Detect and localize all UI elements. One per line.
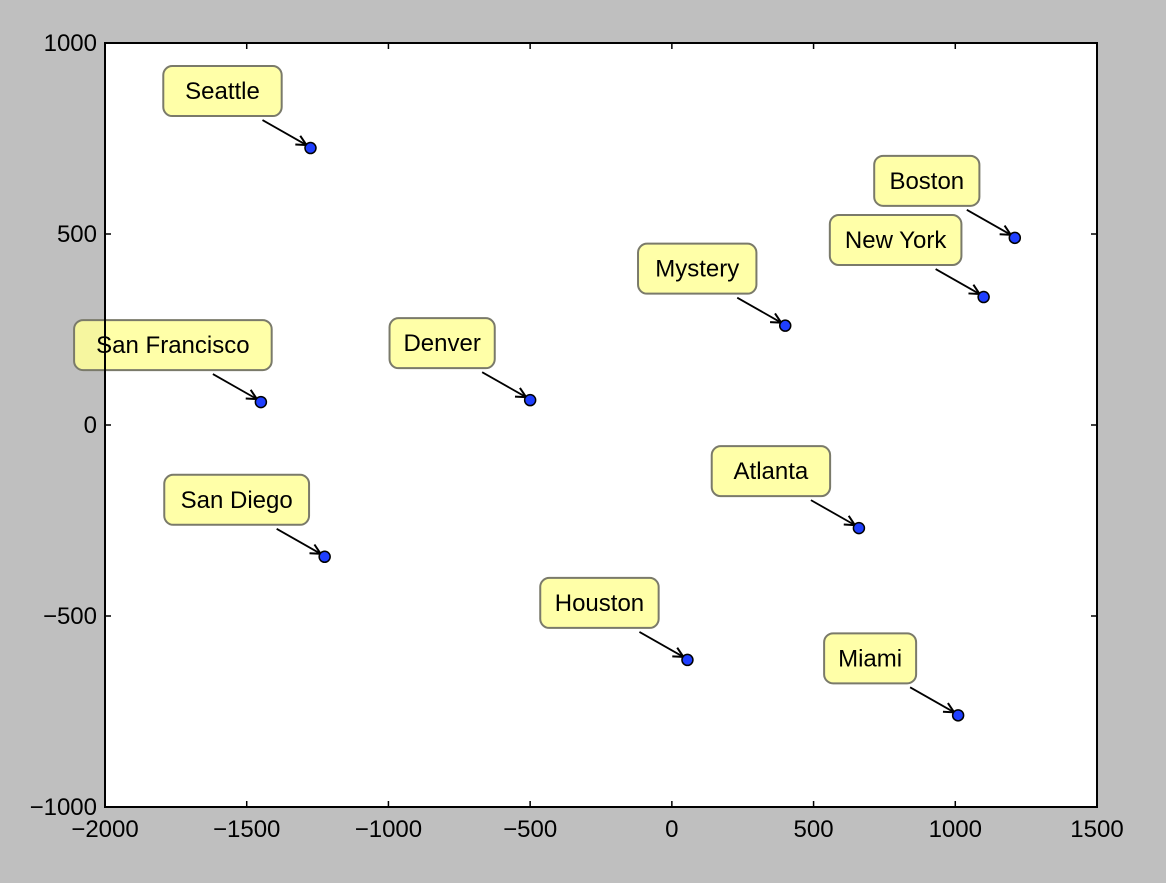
- y-tick-label: −500: [43, 603, 97, 630]
- label-box: [828, 214, 963, 267]
- x-tick-label: −1500: [213, 816, 280, 843]
- annotation-arrow: [481, 371, 526, 397]
- label-box: [710, 445, 832, 498]
- y-tick-label: 500: [57, 221, 97, 248]
- point-label: Miami: [838, 645, 902, 672]
- label-box: [823, 632, 918, 685]
- label-box: [73, 319, 273, 372]
- data-point: [852, 521, 866, 535]
- point-annotation: Houston: [539, 576, 694, 667]
- point-label: Denver: [403, 330, 480, 357]
- annotation-arrow: [966, 209, 1011, 235]
- point-annotation: Mystery: [637, 242, 792, 332]
- point-label: Atlanta: [734, 458, 809, 485]
- point-annotation: San Diego: [163, 473, 331, 564]
- point-annotation: Boston: [873, 154, 1022, 245]
- annotation-arrow: [935, 268, 980, 294]
- y-tick-label: 1000: [44, 30, 97, 57]
- data-point: [254, 395, 268, 409]
- point-label: Mystery: [655, 256, 739, 283]
- x-tick-label: 1000: [929, 816, 982, 843]
- label-box: [162, 65, 283, 118]
- axes-frame: [104, 42, 1098, 808]
- point-label: San Diego: [181, 487, 293, 514]
- data-point: [778, 319, 792, 332]
- point-annotation: Seattle: [162, 65, 317, 155]
- point-label: Boston: [889, 168, 964, 195]
- label-box: [388, 317, 496, 370]
- x-tick-label: 0: [665, 816, 678, 843]
- x-tick-label: −500: [503, 816, 557, 843]
- x-tick-label: −2000: [71, 816, 138, 843]
- data-point: [977, 290, 990, 304]
- x-tick-label: −1000: [355, 816, 422, 843]
- annotation-arrow: [212, 373, 257, 399]
- x-tick-label: 500: [794, 816, 834, 843]
- annotation-arrow: [639, 631, 683, 657]
- point-annotation: Miami: [823, 632, 965, 722]
- annotation-arrow: [736, 296, 781, 323]
- point-annotation: Atlanta: [710, 445, 866, 535]
- label-box: [637, 242, 758, 295]
- label-box: [163, 473, 311, 526]
- data-point: [523, 393, 537, 407]
- point-annotation: Denver: [388, 317, 537, 407]
- data-point: [1008, 231, 1022, 245]
- y-tick-label: −1000: [30, 794, 97, 821]
- label-box: [539, 576, 660, 629]
- annotation-arrow: [810, 499, 855, 525]
- data-point: [318, 550, 331, 564]
- data-point: [681, 653, 694, 667]
- point-label: San Francisco: [96, 332, 249, 359]
- data-point: [304, 141, 317, 155]
- point-label: Houston: [555, 590, 644, 617]
- point-annotation: New York: [828, 214, 990, 304]
- annotation-arrow: [262, 119, 306, 145]
- point-label: Seattle: [185, 78, 260, 105]
- annotation-arrow: [276, 528, 321, 554]
- x-tick-label: 1500: [1070, 816, 1123, 843]
- annotation-arrow: [909, 686, 954, 712]
- point-annotation: San Francisco: [73, 319, 273, 409]
- point-label: New York: [845, 227, 947, 254]
- y-tick-label: 0: [84, 412, 97, 439]
- data-point: [951, 709, 965, 722]
- label-box: [873, 154, 981, 207]
